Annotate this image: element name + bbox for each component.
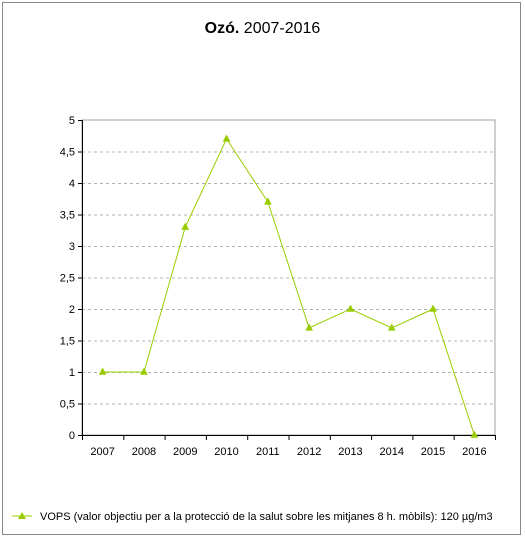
x-tick-label: 2015 xyxy=(421,446,445,458)
legend-entry-label: VOPS (valor objectiu per a la protecció … xyxy=(40,511,493,523)
data-point-marker xyxy=(263,197,272,205)
data-point-marker xyxy=(429,304,437,312)
data-points xyxy=(98,134,479,438)
x-tick-labels: 2007 2008 2009 2010 2011 2012 2013 2014 2015 2016 xyxy=(90,446,486,458)
axes xyxy=(78,119,496,440)
y-tick-label: 3,5 xyxy=(60,210,75,222)
x-tick-label: 2010 xyxy=(214,446,238,458)
y-tick-label: 1 xyxy=(69,367,75,379)
y-tick-label: 4 xyxy=(69,178,75,190)
data-point-marker xyxy=(387,323,396,331)
data-point-marker xyxy=(98,367,107,375)
x-tick-label: 2007 xyxy=(90,446,114,458)
x-tick-label: 2014 xyxy=(380,446,404,458)
series-line xyxy=(102,137,475,436)
y-tick-label: 3 xyxy=(69,241,75,253)
y-tick-label: 4,5 xyxy=(60,147,75,159)
data-point-marker xyxy=(140,367,148,375)
data-point-marker xyxy=(346,304,355,312)
x-tick-label: 2016 xyxy=(462,446,486,458)
y-tick-label: 1,5 xyxy=(60,336,75,348)
series-lines xyxy=(102,137,475,436)
legend: VOPS (valor objectiu per a la protecció … xyxy=(12,511,493,523)
data-point-marker xyxy=(470,430,479,438)
chart-title: Ozó. 2007-2016 xyxy=(0,20,525,38)
y-tick-label: 5 xyxy=(69,115,75,127)
x-tick-label: 2013 xyxy=(338,446,362,458)
x-tick-label: 2008 xyxy=(132,446,156,458)
chart-frame xyxy=(2,2,521,535)
data-point-marker xyxy=(181,222,190,230)
x-tick-label: 2012 xyxy=(297,446,321,458)
x-tick-label: 2009 xyxy=(173,446,197,458)
y-tick-label: 0,5 xyxy=(60,399,75,411)
data-point-marker xyxy=(305,323,314,331)
chart-title-rest: 2007-2016 xyxy=(239,20,321,37)
y-tick-label: 2,5 xyxy=(60,273,75,285)
x-tick-label: 2011 xyxy=(256,446,280,458)
legend-marker-swatch xyxy=(18,512,26,519)
grid-lines xyxy=(82,151,495,405)
y-tick-label: 0 xyxy=(69,430,75,442)
y-tick-label: 2 xyxy=(69,304,75,316)
y-tick-labels: 0 0,5 1 1,5 2 2,5 3 3,5 4 4,5 5 xyxy=(60,115,75,442)
chart-title-bold: Ozó. xyxy=(204,20,240,37)
data-point-marker xyxy=(222,134,231,142)
